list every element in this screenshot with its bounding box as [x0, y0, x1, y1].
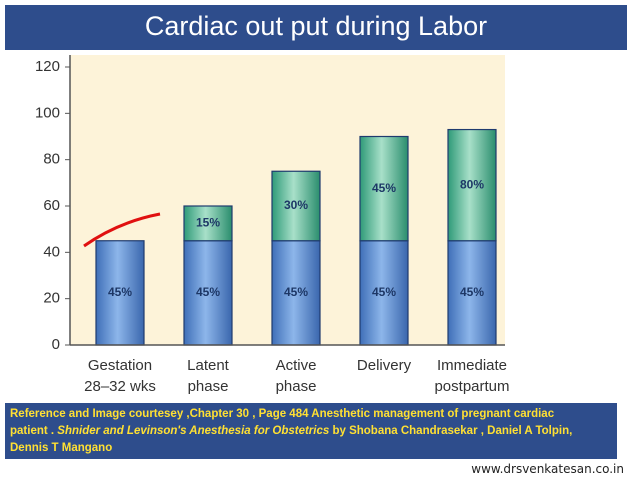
- segment-label: 45%: [108, 285, 132, 299]
- bar-segment: [359, 240, 409, 346]
- bar-segment: [271, 170, 321, 242]
- y-tick-label: 20: [43, 290, 60, 307]
- bar-segment: [359, 135, 409, 242]
- y-tick-label: 60: [43, 197, 60, 214]
- segment-label: 45%: [196, 285, 220, 299]
- bar-segment: [183, 205, 233, 242]
- segment-label: 45%: [372, 181, 396, 195]
- website: www.drsvenkatesan.co.in: [471, 462, 624, 476]
- bar-segment: [447, 240, 497, 346]
- x-tick-label: Latent: [187, 357, 230, 374]
- footer-text: patient .: [10, 425, 58, 437]
- x-tick-label: Gestation: [88, 357, 152, 374]
- footer-line: patient . Shnider and Levinson's Anesthe…: [10, 423, 612, 440]
- x-tick-label: phase: [188, 378, 229, 395]
- chart-title: Cardiac out put during Labor: [145, 11, 487, 41]
- x-tick-label: postpartum: [434, 378, 509, 395]
- y-tick-label: 100: [35, 104, 60, 121]
- bar-segment: [447, 128, 497, 242]
- x-tick-label: Active: [276, 357, 317, 374]
- y-tick-label: 40: [43, 243, 60, 260]
- segment-label: 80%: [460, 177, 484, 191]
- segment-label: 45%: [460, 285, 484, 299]
- segment-label: 15%: [196, 216, 220, 230]
- y-tick-label: 80: [43, 151, 60, 168]
- annotation-curve: [83, 212, 161, 248]
- segment-label: 30%: [284, 198, 308, 212]
- y-tick-label: 120: [35, 58, 60, 75]
- bar-segment: [95, 240, 145, 346]
- footer-text: by Shobana Chandrasekar , Daniel A Tolpi…: [329, 425, 573, 437]
- bar-segment: [183, 240, 233, 346]
- bar-segment: [271, 240, 321, 346]
- title-banner: [5, 5, 627, 50]
- segment-label: 45%: [284, 285, 308, 299]
- footer-line: Dennis T Mangano: [10, 442, 113, 454]
- x-tick-label: Immediate: [437, 357, 507, 374]
- x-tick-label: 28–32 wks: [84, 378, 156, 395]
- x-tick-label: phase: [276, 378, 317, 395]
- footer: Reference and Image courtesey ,Chapter 3…: [5, 403, 617, 459]
- footer-line: Reference and Image courtesey ,Chapter 3…: [10, 408, 555, 420]
- segment-label: 45%: [372, 285, 396, 299]
- chart: Cardiac out put during Labor 0 20 40 60 80 10…: [5, 5, 627, 395]
- x-tick-label: Delivery: [357, 357, 412, 374]
- y-tick-label: 0: [52, 336, 60, 353]
- footer-text: Shnider and Levinson's Anesthesia for Ob…: [57, 425, 330, 437]
